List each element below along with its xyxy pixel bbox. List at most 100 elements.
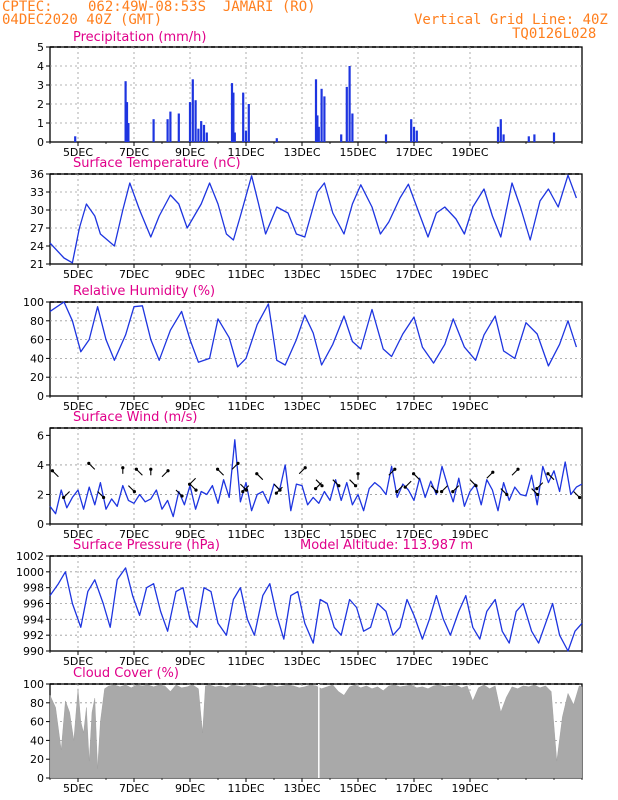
wind-xtick-label: 19DEC xyxy=(451,528,488,541)
temp-title: Surface Temperature (nC) xyxy=(73,156,241,171)
temp-panel: 21 24 27 30 33 36 5DEC 7DEC 9DEC 11DEC 13DEC 15DEC 1… xyxy=(30,156,583,281)
precip-bar xyxy=(244,130,248,142)
run-time-label: 04DEC2020 40Z (GMT) xyxy=(2,12,163,28)
rh-ytick-label: 40 xyxy=(30,352,44,365)
precip-bar xyxy=(169,111,172,142)
precip-xtick-label: 7DEC xyxy=(119,146,149,159)
pressure-ytick-label: 992 xyxy=(23,629,44,642)
wind-arrow-head xyxy=(255,472,259,476)
wind-arrow-head xyxy=(337,484,341,488)
precip-ytick-label: 5 xyxy=(37,41,44,54)
temp-ytick-label: 36 xyxy=(30,168,44,181)
wind-arrow-head xyxy=(166,469,170,473)
precip-bar xyxy=(316,115,319,142)
cloud-xtick-label: 11DEC xyxy=(227,782,264,795)
pressure-panel: 990 992 994 996 998 1000 1002 5DEC 7DEC 9DEC 11DEC… xyxy=(16,538,583,668)
wind-title: Surface Wind (m/s) xyxy=(73,410,197,425)
wind-arrow-head xyxy=(474,484,478,488)
rh-xtick-label: 11DEC xyxy=(227,400,264,413)
precip-bar xyxy=(232,92,235,142)
precip-ytick-label: 3 xyxy=(37,79,44,92)
pressure-xtick-label: 11DEC xyxy=(227,655,264,668)
precip-bar xyxy=(496,126,500,142)
rh-xtick-label: 15DEC xyxy=(339,400,376,413)
wind-arrow-head xyxy=(403,485,407,489)
rh-ytick-label: 20 xyxy=(30,371,44,384)
precip-bar xyxy=(275,138,278,142)
wind-ytick-label: 4 xyxy=(37,459,44,472)
precip-bar xyxy=(205,132,208,142)
wind-xtick-label: 11DEC xyxy=(227,528,264,541)
wind-arrow-head xyxy=(303,466,307,470)
rh-xtick-label: 13DEC xyxy=(283,400,320,413)
wind-arrow-head xyxy=(578,495,582,500)
rh-title: Relative Humidity (%) xyxy=(73,284,215,299)
pressure-xtick-label: 13DEC xyxy=(283,655,320,668)
temp-xtick-label: 11DEC xyxy=(227,268,264,281)
wind-arrow-head xyxy=(102,495,106,500)
pressure-title: Surface Pressure (hPa) xyxy=(73,538,220,553)
rh-frame xyxy=(49,301,583,397)
source-label: CPTEC: xyxy=(2,0,53,15)
temp-ytick-label: 24 xyxy=(30,240,44,253)
wind-arrow-head xyxy=(50,469,55,473)
pressure-ytick-label: 994 xyxy=(23,613,44,626)
precip-bar xyxy=(384,134,388,142)
precip-xtick-label: 19DEC xyxy=(451,146,488,159)
rh-ytick-label: 100 xyxy=(23,296,44,309)
cloud-ytick-label: 0 xyxy=(37,772,44,785)
wind-ytick-label: 2 xyxy=(37,488,44,501)
temp-xtick-label: 5DEC xyxy=(63,268,93,281)
pressure-xtick-label: 5DEC xyxy=(63,655,93,668)
rh-panel: 0 20 40 60 80 100 5DEC 7DEC 9DEC 11DEC 13DEC 15DEC 1… xyxy=(23,284,583,413)
precip-bar xyxy=(314,79,318,142)
wind-arrow-head xyxy=(395,490,399,494)
pressure-xtick-label: 7DEC xyxy=(119,655,149,668)
precip-xtick-label: 9DEC xyxy=(175,146,205,159)
precip-bar xyxy=(200,121,203,142)
wind-arrow-head xyxy=(121,466,125,470)
grid-line-note: Vertical Grid Line: 40Z xyxy=(414,12,608,28)
temp-frame xyxy=(49,173,583,265)
rh-xtick-label: 19DEC xyxy=(451,400,488,413)
wind-arrow-head xyxy=(451,490,455,494)
precip-bar xyxy=(415,130,418,142)
pressure-xtick-label: 19DEC xyxy=(451,655,488,668)
wind-arrow-head xyxy=(505,492,509,497)
wind-arrow-head xyxy=(274,491,278,495)
rh-xtick-label: 9DEC xyxy=(175,400,205,413)
pressure-ytick-label: 990 xyxy=(23,645,44,658)
precip-bar xyxy=(410,119,413,142)
precip-ytick-label: 1 xyxy=(37,117,44,130)
pressure-ytick-label: 1000 xyxy=(16,566,44,579)
temp-ytick-label: 30 xyxy=(30,204,44,217)
precip-panel: 0 1 2 3 4 5 5DEC 7DEC 9DEC 11DEC 13DEC 15DEC 17DEC 19… xyxy=(37,30,583,159)
model-label: TQ0126L028 xyxy=(512,26,597,42)
precip-bar xyxy=(230,83,234,142)
wind-arrow-head xyxy=(412,472,416,476)
wind-arrow-head xyxy=(393,467,397,471)
precip-bar xyxy=(345,86,348,142)
wind-xtick-label: 15DEC xyxy=(339,528,376,541)
precip-ytick-label: 0 xyxy=(37,136,44,149)
precip-bar xyxy=(533,134,536,142)
wind-arrow-head xyxy=(536,492,540,497)
precip-bar xyxy=(191,79,194,142)
wind-arrow-head xyxy=(188,482,192,486)
precip-bar xyxy=(188,102,192,142)
wind-arrow-head xyxy=(535,487,539,491)
precip-xtick-label: 15DEC xyxy=(339,146,376,159)
wind-arrow-head xyxy=(87,461,91,465)
precip-bar xyxy=(125,102,129,142)
cloud-xtick-label: 7DEC xyxy=(119,782,149,795)
precip-bar xyxy=(502,134,505,142)
wind-ytick-label: 0 xyxy=(37,518,44,531)
pressure-xtick-label: 15DEC xyxy=(339,655,376,668)
location-label: 062:49W-08:53S JAMARI (RO) xyxy=(88,0,316,15)
precip-xtick-label: 11DEC xyxy=(227,146,264,159)
wind-arrow-head xyxy=(320,484,324,488)
wind-arrow-head xyxy=(435,490,439,494)
wind-panel: 0 2 4 6 5DEC 7DEC 9DEC 11DEC 13DEC 15DEC 17DEC 19DE… xyxy=(37,410,583,541)
wind-line xyxy=(49,439,583,518)
